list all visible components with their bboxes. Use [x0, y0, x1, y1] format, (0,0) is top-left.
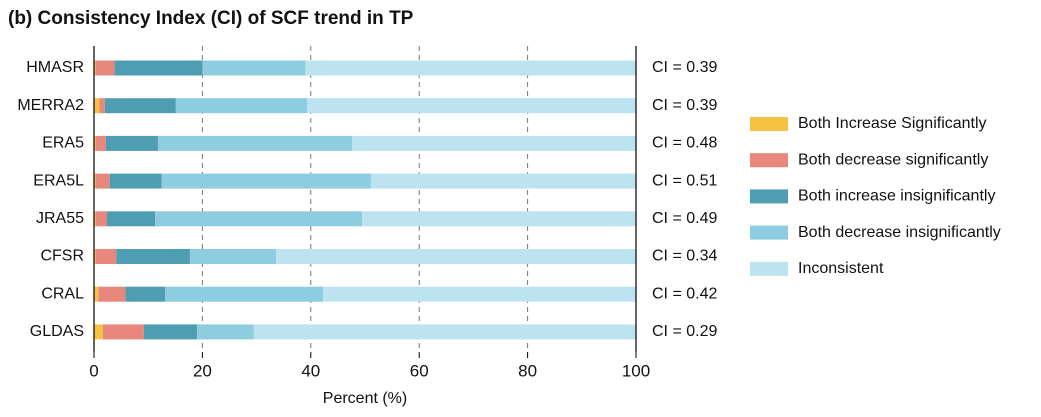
bar-segment: [94, 98, 100, 114]
annotation: CI = 0.39: [652, 59, 717, 76]
y-tick-label: CRAL: [41, 285, 84, 302]
bar-segment: [362, 211, 636, 227]
bar-segment: [104, 98, 176, 114]
legend-swatch: [750, 117, 788, 131]
bar-segment: [305, 60, 636, 76]
legend-swatch: [750, 225, 788, 240]
annotation: CI = 0.34: [652, 248, 717, 265]
bar-segment: [95, 135, 106, 151]
bar-segment: [95, 173, 110, 189]
y-tick-label: HMASR: [26, 59, 84, 76]
x-tick-label: 100: [622, 361, 650, 380]
bar-segment: [196, 324, 254, 340]
bar-segment: [94, 135, 96, 151]
bar-segment: [94, 173, 96, 189]
y-tick-label: GLDAS: [30, 323, 84, 340]
annotation: CI = 0.42: [652, 285, 717, 302]
y-tick-label: CFSR: [40, 248, 84, 265]
bar-segment: [175, 98, 308, 114]
y-tick-label: JRA55: [36, 210, 84, 227]
bar-segment: [155, 211, 363, 227]
bar-segment: [94, 249, 96, 264]
legend-label: Both increase insignificantly: [798, 188, 995, 205]
x-tick-label: 60: [410, 361, 429, 380]
bar-segment: [95, 249, 117, 264]
bar-segment: [165, 286, 324, 302]
bar-segment: [107, 211, 156, 227]
legend-label: Both decrease insignificantly: [798, 224, 1001, 241]
y-tick-label: MERRA2: [17, 97, 84, 114]
bar-segment: [157, 135, 352, 151]
bar-segment: [143, 324, 197, 340]
bar-segment: [189, 249, 277, 264]
annotation: CI = 0.39: [652, 97, 717, 114]
x-axis-label: Percent (%): [323, 390, 407, 407]
legend-swatch: [750, 189, 788, 204]
x-tick-label: 0: [89, 361, 98, 380]
bar-segment: [276, 249, 636, 264]
bar-segment: [253, 324, 636, 340]
annotation: CI = 0.49: [652, 210, 717, 227]
bar-segment: [94, 211, 96, 227]
bar-segment: [105, 135, 158, 151]
legend-swatch: [750, 261, 788, 276]
bar-segment: [95, 211, 108, 227]
bar-segment: [94, 324, 103, 340]
x-tick-label: 40: [301, 361, 320, 380]
x-tick-label: 80: [518, 361, 537, 380]
bar-segment: [351, 135, 636, 151]
bar-segment: [307, 98, 636, 114]
bar-segment: [125, 286, 166, 302]
annotation: CI = 0.29: [652, 323, 717, 340]
annotation: CI = 0.48: [652, 135, 717, 152]
x-tick-label: 20: [193, 361, 212, 380]
bar-segment: [114, 60, 203, 76]
bar-segment: [370, 173, 636, 189]
bar-segment: [102, 324, 144, 340]
legend-label: Both Increase Significantly: [798, 115, 987, 132]
legend-swatch: [750, 153, 788, 168]
bar-segment: [98, 286, 126, 302]
bar-segment: [116, 249, 190, 264]
bar-segment: [99, 98, 105, 114]
legend-label: Inconsistent: [798, 260, 884, 277]
bar-segment: [323, 286, 636, 302]
bar-segment: [95, 60, 115, 76]
bar-segment: [161, 173, 371, 189]
y-tick-label: ERA5: [42, 135, 84, 152]
legend-label: Both decrease significantly: [798, 151, 988, 168]
bar-segment: [94, 286, 99, 302]
chart-title: (b) Consistency Index (CI) of SCF trend …: [8, 8, 414, 29]
bar-segment: [202, 60, 306, 76]
y-tick-label: ERA5L: [33, 172, 84, 189]
bar-segment: [109, 173, 162, 189]
annotation: CI = 0.51: [652, 172, 717, 189]
bar-segment: [94, 60, 96, 76]
